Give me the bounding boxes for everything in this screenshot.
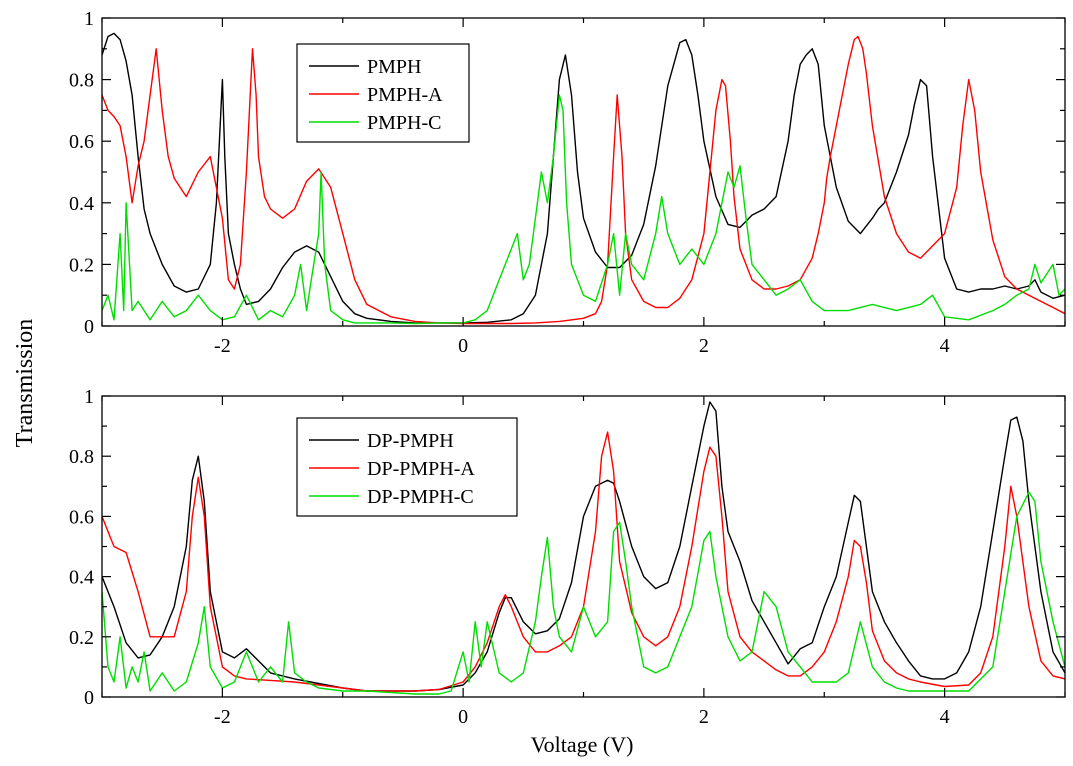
x-tick-label: 4 — [940, 706, 950, 728]
x-tick-label: 4 — [940, 335, 950, 357]
x-tick-label: -2 — [214, 335, 231, 357]
bottom-panel: -2 0 2 400.20.40.60.81DP-PMPHDP-PMPH-ADP-PM… — [69, 386, 1066, 728]
legend-label: DP-PMPH — [367, 430, 454, 452]
y-tick-label: 0.8 — [69, 446, 94, 468]
x-tick-label: 0 — [458, 335, 468, 357]
legend-label: PMPH-C — [367, 112, 441, 134]
series-line-pmph-a — [102, 35, 1065, 325]
y-tick-label: 0.6 — [69, 131, 94, 153]
series-line-dp-pmph-c — [102, 491, 1065, 695]
legend-label: DP-PMPH-C — [367, 486, 474, 508]
y-tick-label: 1 — [84, 386, 94, 408]
series-line-dp-pmph — [102, 401, 1065, 692]
y-tick-label: 0.2 — [69, 254, 94, 276]
y-axis-label: Transmission — [12, 319, 38, 447]
y-tick-label: 0.2 — [69, 627, 94, 649]
series-line-pmph-c — [102, 94, 1065, 325]
legend: DP-PMPH DP-PMPH-A DP-PMPH-C — [296, 417, 518, 517]
legend-label: PMPH-A — [367, 84, 443, 106]
y-tick-label: 0.6 — [69, 506, 94, 528]
series-line-dp-pmph-a — [102, 431, 1065, 692]
x-tick-label: 0 — [458, 706, 468, 728]
y-tick-label: 0.4 — [69, 567, 94, 589]
y-tick-label: 0 — [84, 316, 94, 338]
x-tick-label: 2 — [699, 335, 709, 357]
legend-label: DP-PMPH-A — [367, 458, 475, 480]
y-tick-label: 0.8 — [69, 70, 94, 92]
top-panel: -2 0 2 4 0 0.2 0.4 0.6 0.8 1 PMPH PMPH-A PMPH-C — [69, 8, 1066, 357]
x-tick-label: -2 — [214, 706, 231, 728]
x-axis-label: Voltage (V) — [531, 732, 634, 757]
y-tick-label: 1 — [84, 8, 94, 30]
legend: PMPH PMPH-A PMPH-C — [296, 43, 470, 143]
legend-label: PMPH — [367, 56, 421, 78]
y-tick-label: 0 — [84, 687, 94, 709]
y-tick-label: 0.4 — [69, 193, 94, 215]
x-tick-label: 2 — [699, 706, 709, 728]
